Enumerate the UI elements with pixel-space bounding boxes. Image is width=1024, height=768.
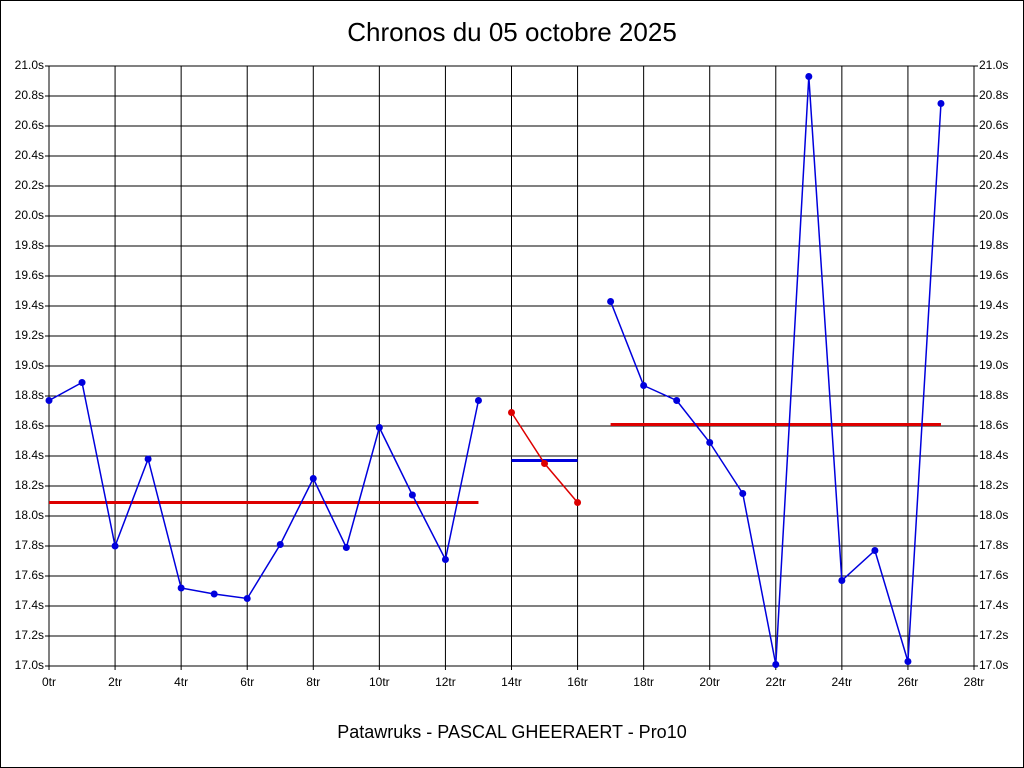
plot-border <box>48 65 975 667</box>
y-tick-label: 20.4s <box>15 148 44 162</box>
data-point <box>937 100 945 107</box>
data-point <box>805 73 813 80</box>
y2-tick-label: 17.8s <box>979 538 1008 552</box>
y2-tick-label: 19.4s <box>979 298 1008 312</box>
data-point <box>210 590 218 598</box>
y2-tick-label: 19.2s <box>979 328 1008 342</box>
y2-tick-label: 17.6s <box>979 568 1008 582</box>
data-point <box>739 490 747 497</box>
data-point <box>111 542 119 550</box>
y2-tick-label: 20.0s <box>979 208 1008 222</box>
y-tick-label: 17.6s <box>15 568 44 582</box>
y-tick-label: 19.2s <box>15 328 44 342</box>
data-point <box>541 460 549 467</box>
data-point <box>904 658 912 665</box>
x-tick-label: 6tr <box>240 675 254 689</box>
data-point <box>508 409 515 416</box>
x-tick-label: 28tr <box>964 675 985 689</box>
y2-tick-label: 19.0s <box>979 358 1008 372</box>
data-point <box>474 397 482 404</box>
x-tick-label: 26tr <box>898 675 919 689</box>
y-tick-label: 19.0s <box>15 358 44 372</box>
y-tick-label: 18.8s <box>15 388 44 402</box>
y-tick-label: 17.2s <box>15 628 44 642</box>
data-point <box>607 298 615 305</box>
y2-tick-label: 21.0s <box>979 58 1008 72</box>
data-point <box>309 475 317 482</box>
y2-tick-label: 18.4s <box>979 448 1008 462</box>
y-tick-label: 19.6s <box>15 268 44 282</box>
data-point <box>574 499 582 506</box>
y2-tick-label: 19.6s <box>979 268 1008 282</box>
data-point <box>276 541 284 548</box>
x-tick-label: 4tr <box>174 675 188 689</box>
data-point <box>706 439 714 446</box>
data-point <box>772 661 780 668</box>
y2-tick-label: 20.8s <box>979 88 1008 102</box>
y2-tick-label: 18.2s <box>979 478 1008 492</box>
x-tick-label: 18tr <box>633 675 654 689</box>
data-point <box>640 382 648 389</box>
y-tick-label: 20.0s <box>15 208 44 222</box>
y2-tick-label: 18.8s <box>979 388 1008 402</box>
y-tick-label: 20.6s <box>15 118 44 132</box>
y-tick-label: 18.4s <box>15 448 44 462</box>
y2-tick-label: 18.0s <box>979 508 1008 522</box>
data-point <box>342 544 350 551</box>
data-point <box>45 397 53 404</box>
data-point <box>144 455 152 463</box>
y-tick-label: 20.8s <box>15 88 44 102</box>
data-point <box>408 491 416 499</box>
data-point <box>177 584 185 592</box>
x-tick-label: 0tr <box>42 675 56 689</box>
x-tick-label: 10tr <box>369 675 390 689</box>
y2-tick-label: 17.0s <box>979 658 1008 672</box>
y2-tick-label: 17.2s <box>979 628 1008 642</box>
y2-tick-label: 20.6s <box>979 118 1008 132</box>
data-point <box>673 397 681 404</box>
x-tick-label: 2tr <box>108 675 122 689</box>
x-tick-label: 20tr <box>699 675 720 689</box>
series-line <box>48 381 480 600</box>
x-tick-label: 12tr <box>435 675 456 689</box>
data-point <box>375 424 383 431</box>
x-tick-label: 14tr <box>501 675 522 689</box>
y-tick-label: 17.8s <box>15 538 44 552</box>
y-tick-label: 19.8s <box>15 238 44 252</box>
y2-tick-label: 19.8s <box>979 238 1008 252</box>
data-point <box>838 577 846 584</box>
data-point <box>871 547 879 554</box>
y2-tick-label: 20.2s <box>979 178 1008 192</box>
x-tick-label: 22tr <box>765 675 786 689</box>
x-tick-label: 8tr <box>306 675 320 689</box>
y-tick-label: 18.0s <box>15 508 44 522</box>
data-point <box>78 379 86 386</box>
y-tick-label: 19.4s <box>15 298 44 312</box>
chart-title: Chronos du 05 octobre 2025 <box>347 17 677 47</box>
chart-subtitle: Patawruks - PASCAL GHEERAERT - Pro10 <box>337 722 686 742</box>
y-tick-label: 17.0s <box>15 658 44 672</box>
y-tick-label: 18.2s <box>15 478 44 492</box>
x-tick-label: 24tr <box>832 675 853 689</box>
y2-tick-label: 18.6s <box>979 418 1008 432</box>
y-tick-label: 17.4s <box>15 598 44 612</box>
y2-tick-label: 17.4s <box>979 598 1008 612</box>
x-tick-label: 16tr <box>567 675 588 689</box>
data-point <box>441 556 449 563</box>
y2-tick-label: 20.4s <box>979 148 1008 162</box>
y-tick-label: 20.2s <box>15 178 44 192</box>
data-point <box>243 595 251 602</box>
y-tick-label: 21.0s <box>15 58 44 72</box>
y-tick-label: 18.6s <box>15 418 44 432</box>
